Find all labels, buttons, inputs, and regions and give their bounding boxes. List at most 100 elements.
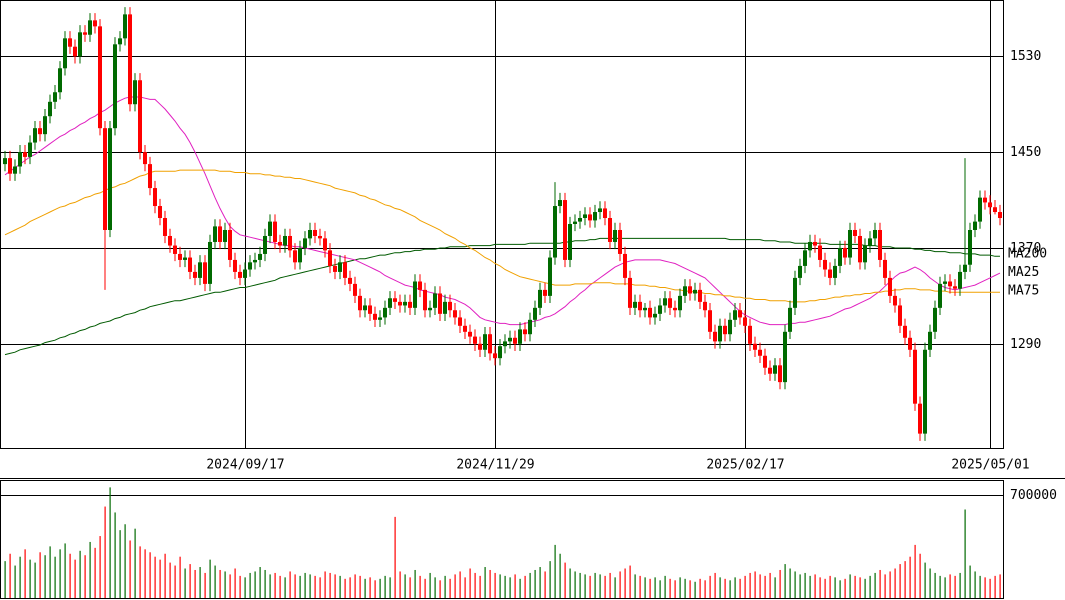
candle-body — [648, 307, 652, 318]
volume-bar — [349, 577, 351, 598]
volume-bar — [384, 575, 386, 598]
volume-bar — [354, 574, 356, 598]
candle-body — [473, 336, 477, 344]
volume-bar — [199, 567, 201, 598]
candle-body — [383, 307, 387, 318]
candle-body — [168, 235, 172, 246]
candle-body — [898, 305, 902, 326]
volume-bar — [39, 552, 41, 598]
candle-body — [623, 253, 627, 278]
volume-bar — [89, 541, 91, 598]
volume-bar — [439, 580, 441, 598]
candle-body — [893, 295, 897, 306]
candle-body — [858, 235, 862, 263]
candle-body — [983, 197, 987, 203]
volume-bar — [124, 524, 126, 598]
candle-body — [873, 229, 877, 239]
volume-bar — [389, 577, 391, 598]
candle-body — [438, 293, 442, 314]
y-tick-label: 1530 — [1010, 49, 1041, 64]
candle-body — [528, 319, 532, 335]
volume-bar — [784, 564, 786, 598]
volume-bar — [584, 574, 586, 598]
candle-body — [243, 269, 247, 278]
volume-bar — [779, 569, 781, 598]
candle-body — [643, 307, 647, 311]
candle-body — [998, 212, 1002, 219]
volume-bar — [544, 571, 546, 598]
candle-body — [63, 38, 67, 69]
candle-body — [453, 310, 457, 318]
candle-body — [903, 325, 907, 338]
candle-body — [248, 262, 252, 270]
volume-bar — [704, 580, 706, 598]
candle-body — [943, 281, 947, 284]
candle-body — [303, 238, 307, 248]
volume-bar — [829, 575, 831, 598]
volume-bar — [824, 578, 826, 598]
volume-bar — [874, 572, 876, 598]
volume-bar — [909, 556, 911, 598]
candle-body — [973, 221, 977, 230]
y-tick-label: 1450 — [1010, 145, 1041, 160]
volume-bar — [139, 546, 141, 598]
volume-bar — [289, 571, 291, 598]
candle-body — [493, 353, 497, 359]
volume-bar — [574, 571, 576, 598]
candle-body — [113, 44, 117, 129]
volume-bar — [594, 572, 596, 598]
candle-body — [363, 305, 367, 311]
candle-body — [638, 301, 642, 311]
legend-label: MA200 — [1008, 247, 1047, 262]
volume-bar — [324, 571, 326, 598]
volume-bar — [664, 575, 666, 598]
volume-bar — [849, 574, 851, 598]
candle-body — [388, 298, 392, 308]
candle-body — [208, 241, 212, 284]
volume-bar — [894, 568, 896, 598]
volume-bar — [304, 572, 306, 598]
volume-bar — [579, 572, 581, 598]
candle-body — [728, 319, 732, 335]
candle-body — [228, 229, 232, 260]
candle-body — [693, 289, 697, 294]
candle-body — [103, 128, 107, 230]
candle-body — [18, 152, 22, 167]
volume-bar — [754, 571, 756, 598]
volume-bar — [479, 575, 481, 598]
volume-bar — [484, 567, 486, 598]
volume-bar — [154, 556, 156, 598]
volume-bar — [504, 575, 506, 598]
volume-bar — [174, 565, 176, 598]
volume-bar — [949, 574, 951, 598]
volume-bar — [604, 575, 606, 598]
volume-bar — [899, 564, 901, 598]
volume-bar — [74, 559, 76, 598]
volume-bar — [559, 553, 561, 598]
candle-body — [513, 337, 517, 344]
x-tick-label: 2025/05/01 — [951, 458, 1029, 473]
candle-body — [803, 250, 807, 266]
volume-bar — [984, 577, 986, 598]
volume-bar — [724, 578, 726, 598]
candle-body — [498, 346, 502, 359]
volume-bar — [59, 549, 61, 598]
candle-body — [518, 329, 522, 344]
candle-body — [43, 116, 47, 135]
candle-body — [458, 317, 462, 326]
candle-body — [233, 259, 237, 272]
candle-body — [223, 229, 227, 242]
candle-body — [358, 295, 362, 311]
candle-body — [928, 331, 932, 350]
candle-body — [98, 26, 102, 129]
volume-bar — [739, 578, 741, 598]
volume-bar — [204, 572, 206, 598]
candle-body — [423, 289, 427, 311]
volume-bar — [314, 575, 316, 598]
candle-body — [978, 197, 982, 222]
volume-bar — [564, 562, 566, 598]
candle-body — [923, 349, 927, 434]
volume-bar — [459, 571, 461, 598]
volume-bar — [974, 571, 976, 598]
candle-body — [373, 313, 377, 320]
